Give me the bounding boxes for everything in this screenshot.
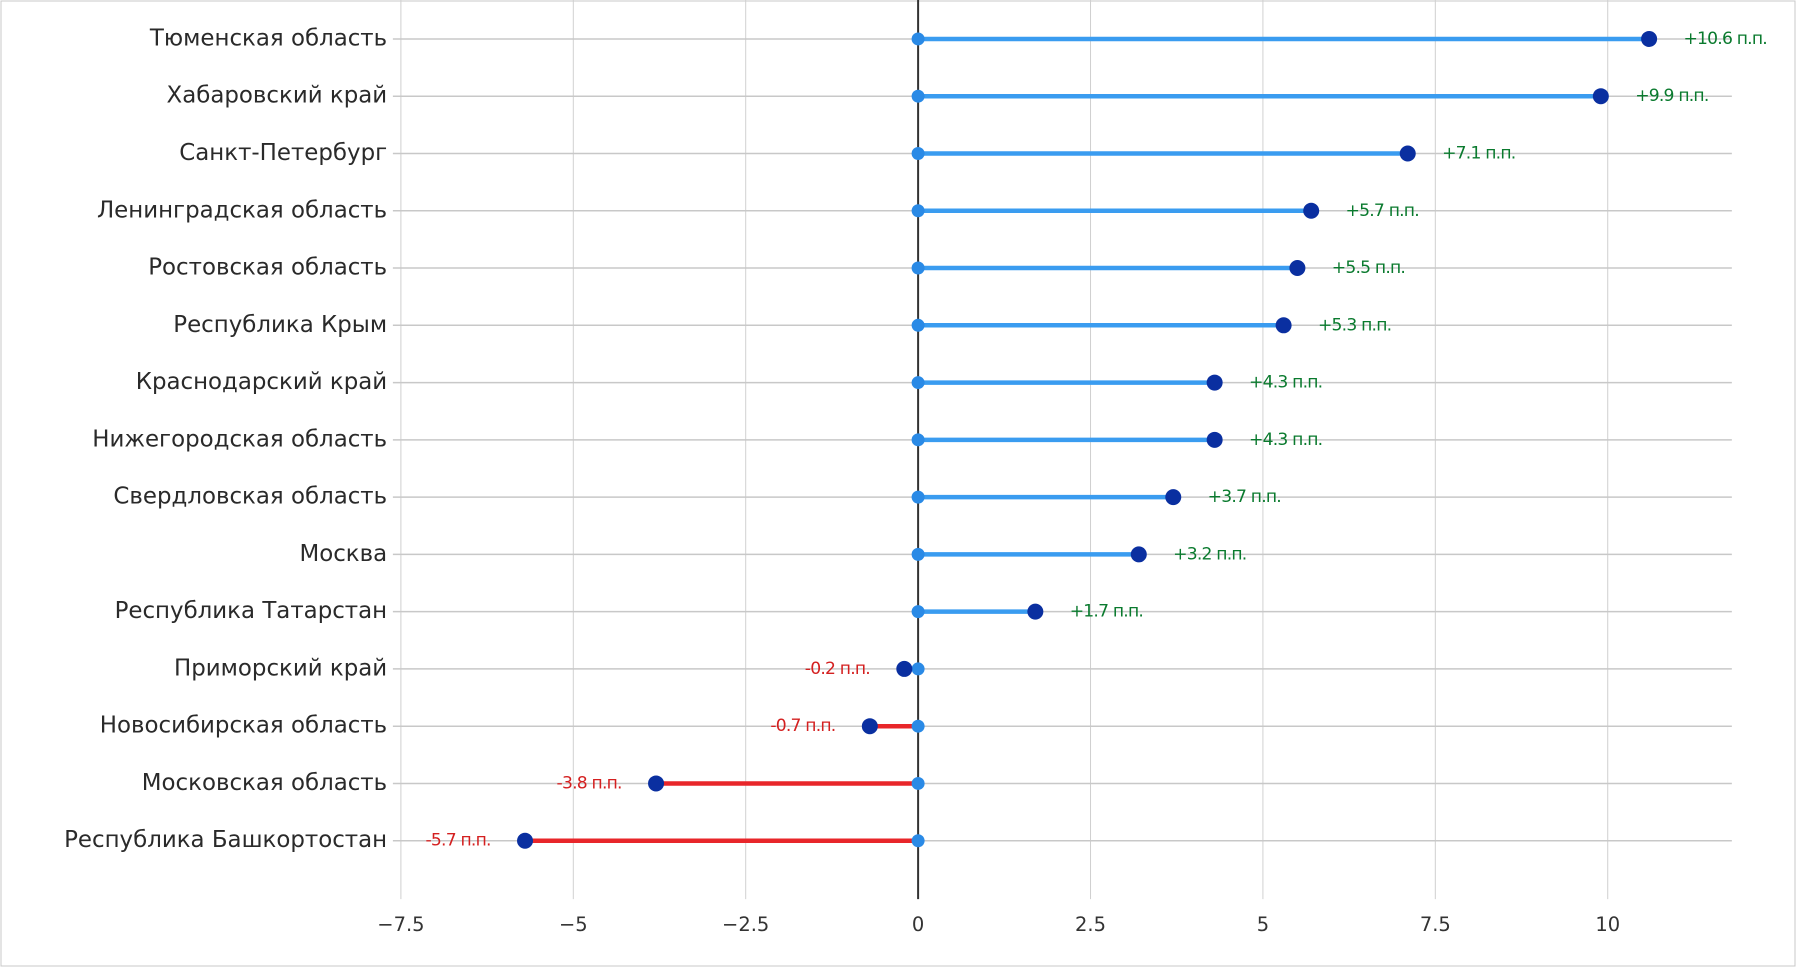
category-label: Хабаровский край <box>167 83 388 109</box>
value-dot <box>1165 489 1182 506</box>
base-dot <box>911 547 925 561</box>
value-label: +9.9 п.п. <box>1635 86 1708 106</box>
value-dot <box>896 660 913 677</box>
value-label: -3.8 п.п. <box>557 773 622 793</box>
category-label: Приморский край <box>174 655 387 681</box>
base-dot <box>911 776 925 790</box>
base-dot <box>911 146 925 160</box>
value-label: +4.3 п.п. <box>1249 430 1322 450</box>
category-label: Новосибирская область <box>100 713 387 739</box>
x-tick-label: 10 <box>1595 913 1620 936</box>
category-label: Свердловская область <box>113 484 387 510</box>
value-label: +1.7 п.п. <box>1070 602 1143 622</box>
value-label: +4.3 п.п. <box>1249 373 1322 393</box>
x-tick-label: 7.5 <box>1420 913 1451 936</box>
base-dot <box>911 204 925 218</box>
base-dot <box>911 605 925 619</box>
x-tick-label: −5 <box>559 913 588 936</box>
value-label: +5.3 п.п. <box>1318 315 1391 335</box>
value-dot <box>1303 202 1320 219</box>
value-dot <box>648 775 665 792</box>
category-label: Санкт-Петербург <box>179 140 387 166</box>
category-label: Нижегородская область <box>92 426 387 452</box>
category-label: Республика Крым <box>173 312 387 338</box>
value-label: -0.7 п.п. <box>770 716 835 736</box>
category-label: Тюменская область <box>149 25 387 51</box>
value-label: +10.6 п.п. <box>1683 29 1766 49</box>
value-label: -0.2 п.п. <box>805 659 870 679</box>
value-label: +3.7 п.п. <box>1208 487 1281 507</box>
value-dot <box>861 718 878 735</box>
x-tick-label: 2.5 <box>1075 913 1106 936</box>
category-label: Москва <box>299 541 387 567</box>
value-dot <box>1641 30 1658 47</box>
base-dot <box>911 376 925 390</box>
value-dot <box>1206 431 1223 448</box>
x-tick-label: 5 <box>1257 913 1269 936</box>
value-dot <box>1289 260 1306 277</box>
value-dot <box>1027 603 1044 620</box>
base-dot <box>911 32 925 46</box>
base-dot <box>911 662 925 676</box>
category-label: Ростовская область <box>148 255 387 281</box>
base-dot <box>911 834 925 848</box>
base-dot <box>911 318 925 332</box>
value-dot <box>1399 145 1416 162</box>
value-label: +7.1 п.п. <box>1442 143 1515 163</box>
category-label: Республика Татарстан <box>115 598 388 624</box>
value-dot <box>1130 546 1147 563</box>
category-label: Ленинградская область <box>97 197 387 223</box>
x-tick-label: −2.5 <box>722 913 769 936</box>
category-label: Московская область <box>142 770 387 796</box>
category-label: Краснодарский край <box>136 369 387 395</box>
value-label: -5.7 п.п. <box>426 831 491 851</box>
base-dot <box>911 261 925 275</box>
x-tick-label: 0 <box>912 913 924 936</box>
base-dot <box>911 433 925 447</box>
value-dot <box>1275 317 1292 334</box>
base-dot <box>911 89 925 103</box>
value-dot <box>1592 88 1609 105</box>
value-dot <box>1206 374 1223 391</box>
value-label: +3.2 п.п. <box>1173 544 1246 564</box>
x-tick-label: −7.5 <box>377 913 424 936</box>
value-dot <box>517 832 534 849</box>
base-dot <box>911 719 925 733</box>
value-label: +5.7 п.п. <box>1346 201 1419 221</box>
value-label: +5.5 п.п. <box>1332 258 1405 278</box>
category-label: Республика Башкортостан <box>64 827 387 853</box>
base-dot <box>911 490 925 504</box>
